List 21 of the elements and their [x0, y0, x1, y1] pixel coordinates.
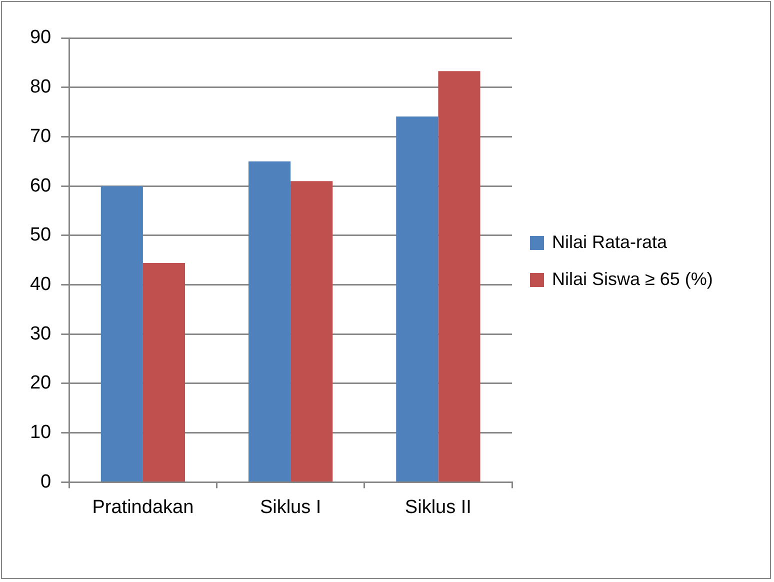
y-tick-label: 70 — [30, 126, 52, 147]
bar — [438, 71, 480, 482]
y-tick-label: 60 — [30, 175, 52, 196]
y-tick-label: 20 — [30, 372, 52, 394]
y-tick-label: 50 — [30, 224, 52, 246]
x-tick-label: Siklus I — [260, 496, 322, 518]
bar — [100, 186, 143, 482]
y-tick-label: 90 — [30, 27, 52, 48]
bar — [142, 263, 186, 482]
bar — [396, 116, 438, 482]
y-tick-label: 80 — [30, 76, 52, 98]
bar — [248, 161, 291, 482]
x-tick-label: Pratindakan — [92, 496, 194, 518]
y-tick-label: 40 — [30, 274, 52, 296]
legend-label: Nilai Rata-rata — [552, 232, 668, 253]
x-tick-label: Siklus II — [404, 496, 472, 518]
bar — [290, 181, 333, 482]
legend-label: Nilai Siswa ≥ 65 (%) — [552, 269, 713, 290]
y-tick-label: 0 — [40, 471, 52, 492]
y-tick-label: 30 — [30, 323, 52, 344]
y-tick-label: 10 — [30, 422, 52, 444]
